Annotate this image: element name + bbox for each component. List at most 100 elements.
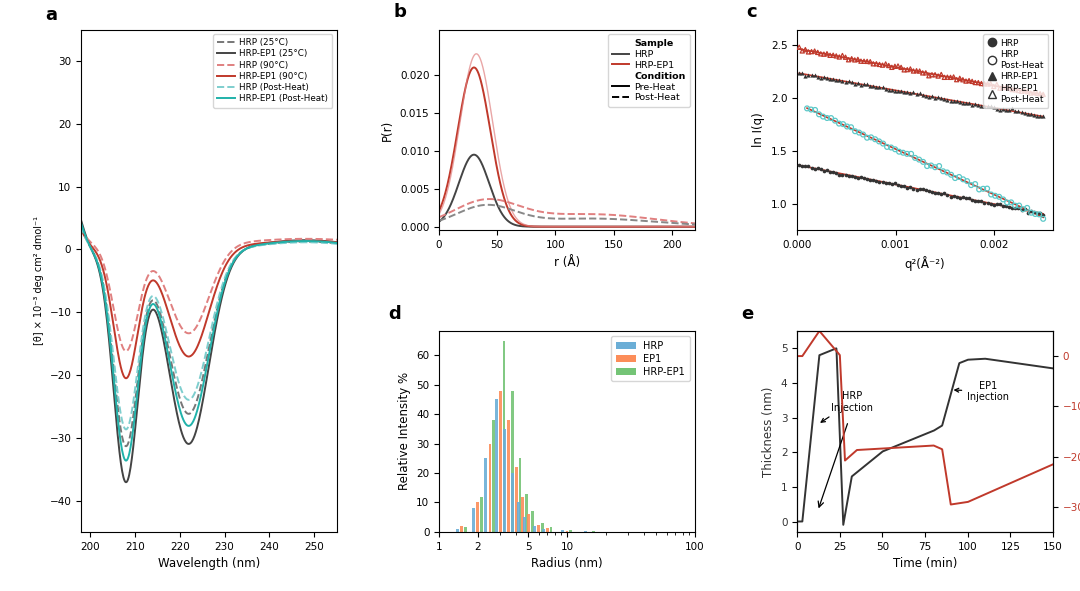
Point (948, 96, 966, 105)
Point (978, 79, 996, 89)
Point (797, 71, 814, 80)
Point (951, 73, 969, 83)
Point (908, 185, 926, 194)
Point (1003, 103, 1021, 113)
Point (1002, 197, 1020, 207)
Point (815, 50, 833, 59)
Point (905, 66, 922, 76)
Point (831, 170, 848, 180)
Point (927, 70, 944, 79)
Y-axis label: Relative Intensity %: Relative Intensity % (397, 372, 410, 491)
Point (973, 196, 990, 206)
Point (923, 187, 941, 197)
Point (1022, 109, 1039, 119)
Point (800, 161, 818, 171)
Point (875, 139, 892, 148)
Point (923, 70, 941, 79)
Point (802, 70, 820, 80)
Point (903, 149, 920, 158)
Point (880, 178, 897, 188)
Point (878, 142, 895, 152)
Point (948, 192, 966, 202)
Point (927, 163, 944, 172)
Bar (550, 528, 552, 532)
Point (999, 198, 1016, 207)
Point (914, 184, 931, 194)
Bar (569, 530, 572, 532)
Point (976, 79, 994, 89)
Point (1035, 210, 1052, 220)
Point (824, 168, 841, 177)
Legend: Sample, HRP, HRP-EP1, Condition, Pre-Heat, Post-Heat: Sample, HRP, HRP-EP1, Condition, Pre-Hea… (608, 34, 690, 107)
Point (985, 82, 1002, 91)
Point (852, 80, 869, 90)
Point (1025, 87, 1042, 97)
Bar (527, 514, 530, 532)
Point (982, 79, 999, 89)
Point (895, 65, 913, 74)
Point (930, 189, 947, 198)
Point (822, 74, 839, 83)
Point (967, 179, 984, 189)
Point (995, 104, 1012, 113)
Point (870, 137, 888, 146)
Point (807, 105, 824, 115)
Bar (460, 526, 463, 532)
Text: HRP
Injection: HRP Injection (821, 391, 873, 422)
Point (822, 51, 839, 60)
Point (942, 96, 959, 106)
Point (939, 73, 956, 82)
Point (831, 119, 848, 128)
Point (822, 167, 839, 177)
Point (918, 161, 935, 171)
Point (945, 191, 962, 200)
Point (877, 178, 894, 188)
Point (957, 98, 974, 108)
Bar (534, 526, 536, 532)
Point (880, 85, 897, 95)
Point (963, 100, 981, 109)
Point (826, 116, 843, 125)
Point (973, 102, 990, 111)
Point (905, 87, 922, 97)
Point (847, 126, 864, 136)
Point (819, 165, 836, 175)
Point (1014, 204, 1031, 214)
Point (1030, 210, 1048, 219)
Point (902, 183, 919, 192)
Point (855, 57, 873, 66)
Point (831, 52, 848, 61)
Point (880, 61, 897, 70)
Point (955, 174, 972, 184)
Point (887, 178, 904, 188)
Point (840, 171, 858, 181)
Point (1000, 105, 1017, 115)
Point (995, 201, 1012, 210)
Point (963, 77, 981, 86)
Point (978, 102, 996, 111)
Point (802, 105, 820, 114)
Point (835, 119, 852, 129)
Point (986, 191, 1003, 200)
Bar (480, 496, 483, 532)
Bar (523, 517, 526, 532)
Point (1022, 206, 1039, 216)
Point (791, 69, 808, 78)
Point (963, 196, 981, 205)
Point (1000, 83, 1017, 93)
Bar (537, 525, 540, 532)
Point (914, 90, 931, 99)
Y-axis label: ln I(q): ln I(q) (753, 113, 766, 147)
Point (859, 133, 876, 142)
Point (827, 51, 845, 61)
Point (1007, 203, 1024, 213)
Point (870, 82, 888, 92)
Point (1013, 108, 1030, 117)
Point (962, 180, 980, 190)
Point (908, 90, 926, 99)
Bar (511, 391, 514, 532)
Point (855, 79, 873, 89)
Point (985, 102, 1002, 112)
Text: c: c (746, 4, 757, 21)
Legend: HRP, HRP
Post-Heat, HRP-EP1, HRP-EP1
Post-Heat: HRP, HRP Post-Heat, HRP-EP1, HRP-EP1 Pos… (983, 34, 1049, 108)
